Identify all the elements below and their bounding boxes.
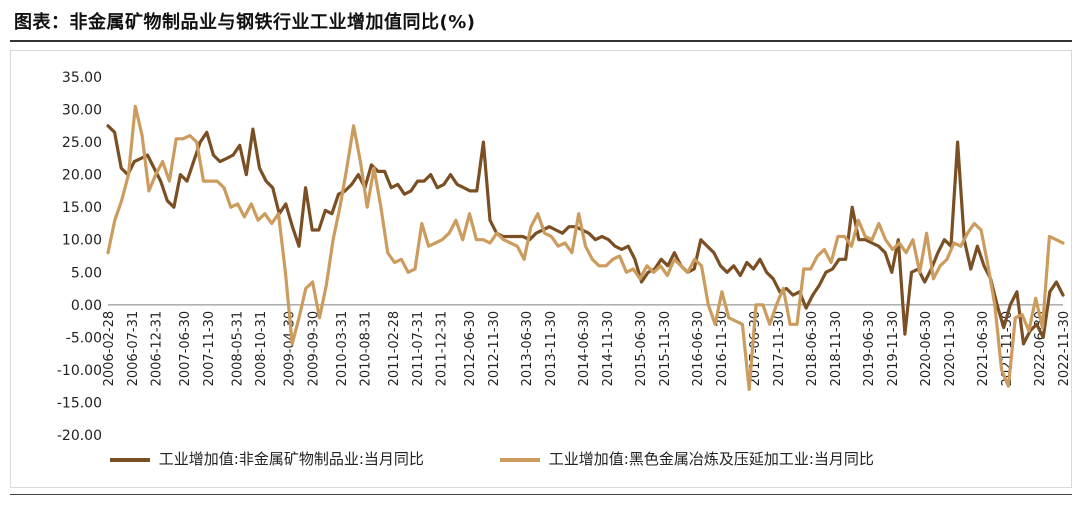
x-tick-label: 2016-06-30	[691, 311, 706, 387]
x-tick-label: 2009-09-30	[306, 311, 321, 387]
y-tick-label: 15.00	[62, 200, 102, 216]
line-chart: 35.00 30.00 25.00 20.00 15.00 10.00 5.00 0.00 -5…	[57, 70, 1072, 444]
x-tick-label: 2012-06-30	[463, 311, 478, 387]
x-tick-label: 2019-11-30	[886, 311, 901, 387]
x-tick-label: 2018-11-30	[829, 311, 844, 387]
x-tick-label: 2011-02-28	[387, 311, 402, 387]
x-tick-label: 2006-12-31	[150, 311, 165, 387]
legend-item-series1: 工业增加值:非金属矿物制品业:当月同比	[110, 448, 424, 469]
x-tick-label: 2018-06-30	[805, 311, 820, 387]
y-tick-label: -5.00	[66, 330, 102, 346]
x-tick-label: 2011-12-31	[435, 311, 450, 387]
chart-title: 图表：非金属矿物制品业与钢铁行业工业增加值同比(%)	[14, 12, 476, 33]
series-line-1	[106, 124, 1065, 346]
bottom-rule	[10, 494, 1072, 495]
y-tick-label: 10.00	[62, 233, 102, 249]
x-tick-label: 2014-06-30	[577, 311, 592, 387]
y-tick-label: 0.00	[71, 298, 102, 314]
x-tick-label: 2008-05-31	[230, 311, 245, 387]
y-tick-label: 35.00	[62, 70, 102, 86]
x-tick-label: 2015-06-30	[634, 311, 649, 387]
legend-item-series2: 工业增加值:黑色金属冶炼及压延加工业:当月同比	[500, 448, 874, 469]
x-tick-label: 2020-06-30	[919, 311, 934, 387]
series-line-2	[106, 104, 1065, 391]
x-tick-label: 2020-11-30	[943, 311, 958, 387]
y-tick-label: 20.00	[62, 168, 102, 184]
x-tick-label: 2014-11-30	[601, 311, 616, 387]
x-tick-label: 2012-11-30	[487, 311, 502, 387]
x-tick-label: 2010-08-31	[359, 311, 374, 387]
chart-frame: 35.00 30.00 25.00 20.00 15.00 10.00 5.00 0.00 -5…	[10, 50, 1072, 488]
legend-swatch-series2	[500, 457, 540, 462]
y-tick-label: 30.00	[62, 103, 102, 119]
x-tick-label: 2021-06-30	[976, 311, 991, 387]
y-tick-label: 25.00	[62, 135, 102, 151]
title-rule	[10, 40, 1072, 42]
y-tick-label: -15.00	[57, 395, 102, 411]
x-tick-label: 2016-11-30	[715, 311, 730, 387]
legend-swatch-series1	[110, 457, 150, 462]
y-tick-label: -20.00	[57, 428, 102, 444]
x-tick-label: 2007-06-30	[178, 311, 193, 387]
x-tick-label: 2009-04-30	[283, 311, 298, 387]
x-tick-label: 2019-06-30	[862, 311, 877, 387]
x-tick-label: 2007-11-30	[202, 311, 217, 387]
x-tick-label: 2010-03-31	[335, 311, 350, 387]
x-tick-label: 2006-07-31	[126, 311, 141, 387]
x-tick-label: 2006-02-28	[102, 311, 117, 387]
x-tick-label: 2015-11-30	[658, 311, 673, 387]
y-tick-label: -10.00	[57, 363, 102, 379]
x-tick-label: 2011-07-31	[411, 311, 426, 387]
x-tick-label: 2022-11-30	[1057, 311, 1072, 387]
x-tick-label: 2017-11-30	[772, 311, 787, 387]
legend-label-series2: 工业增加值:黑色金属冶炼及压延加工业:当月同比	[548, 450, 874, 468]
x-tick-label: 2013-06-30	[520, 311, 535, 387]
legend-label-series1: 工业增加值:非金属矿物制品业:当月同比	[158, 450, 424, 468]
x-tick-label: 2008-10-31	[254, 311, 269, 387]
x-tick-label: 2013-11-30	[544, 311, 559, 387]
y-tick-label: 5.00	[71, 265, 102, 281]
